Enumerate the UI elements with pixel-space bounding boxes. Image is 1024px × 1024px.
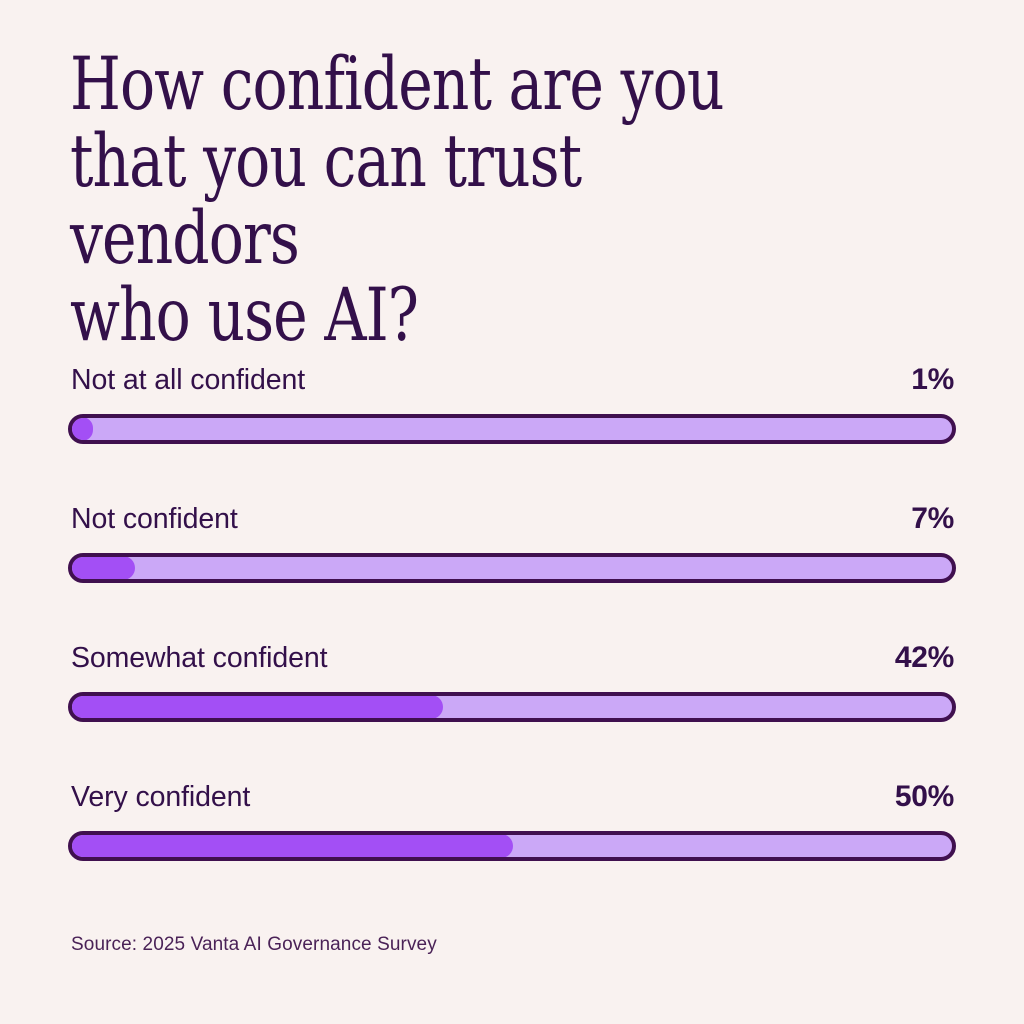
bar-fill [72, 418, 93, 440]
source-caption: Source: 2025 Vanta AI Governance Survey [71, 934, 437, 955]
chart-row: Not at all confident 1% [68, 352, 956, 491]
bar-track [68, 414, 956, 444]
bar-track [68, 831, 956, 861]
row-value: 7% [911, 502, 954, 535]
bar-fill [72, 696, 443, 718]
row-value: 1% [911, 363, 954, 396]
row-header: Somewhat confident 42% [68, 630, 956, 675]
chart-row: Not confident 7% [68, 491, 956, 630]
chart-row: Somewhat confident 42% [68, 630, 956, 769]
row-label: Not confident [71, 503, 238, 535]
bar-fill [72, 557, 135, 579]
chart-title: How confident are you that you can trust… [70, 42, 724, 358]
bar-track [68, 553, 956, 583]
row-label: Very confident [71, 781, 251, 813]
row-header: Very confident 50% [68, 769, 956, 814]
bar-fill [72, 835, 513, 857]
row-header: Not at all confident 1% [68, 352, 956, 397]
row-value: 50% [894, 780, 954, 813]
bar-chart: Not at all confident 1% Not confident 7%… [68, 352, 956, 908]
row-value: 42% [894, 641, 954, 674]
chart-row: Very confident 50% [68, 769, 956, 908]
bar-track [68, 692, 956, 722]
row-label: Somewhat confident [71, 642, 328, 674]
row-label: Not at all confident [71, 364, 306, 396]
row-header: Not confident 7% [68, 491, 956, 536]
